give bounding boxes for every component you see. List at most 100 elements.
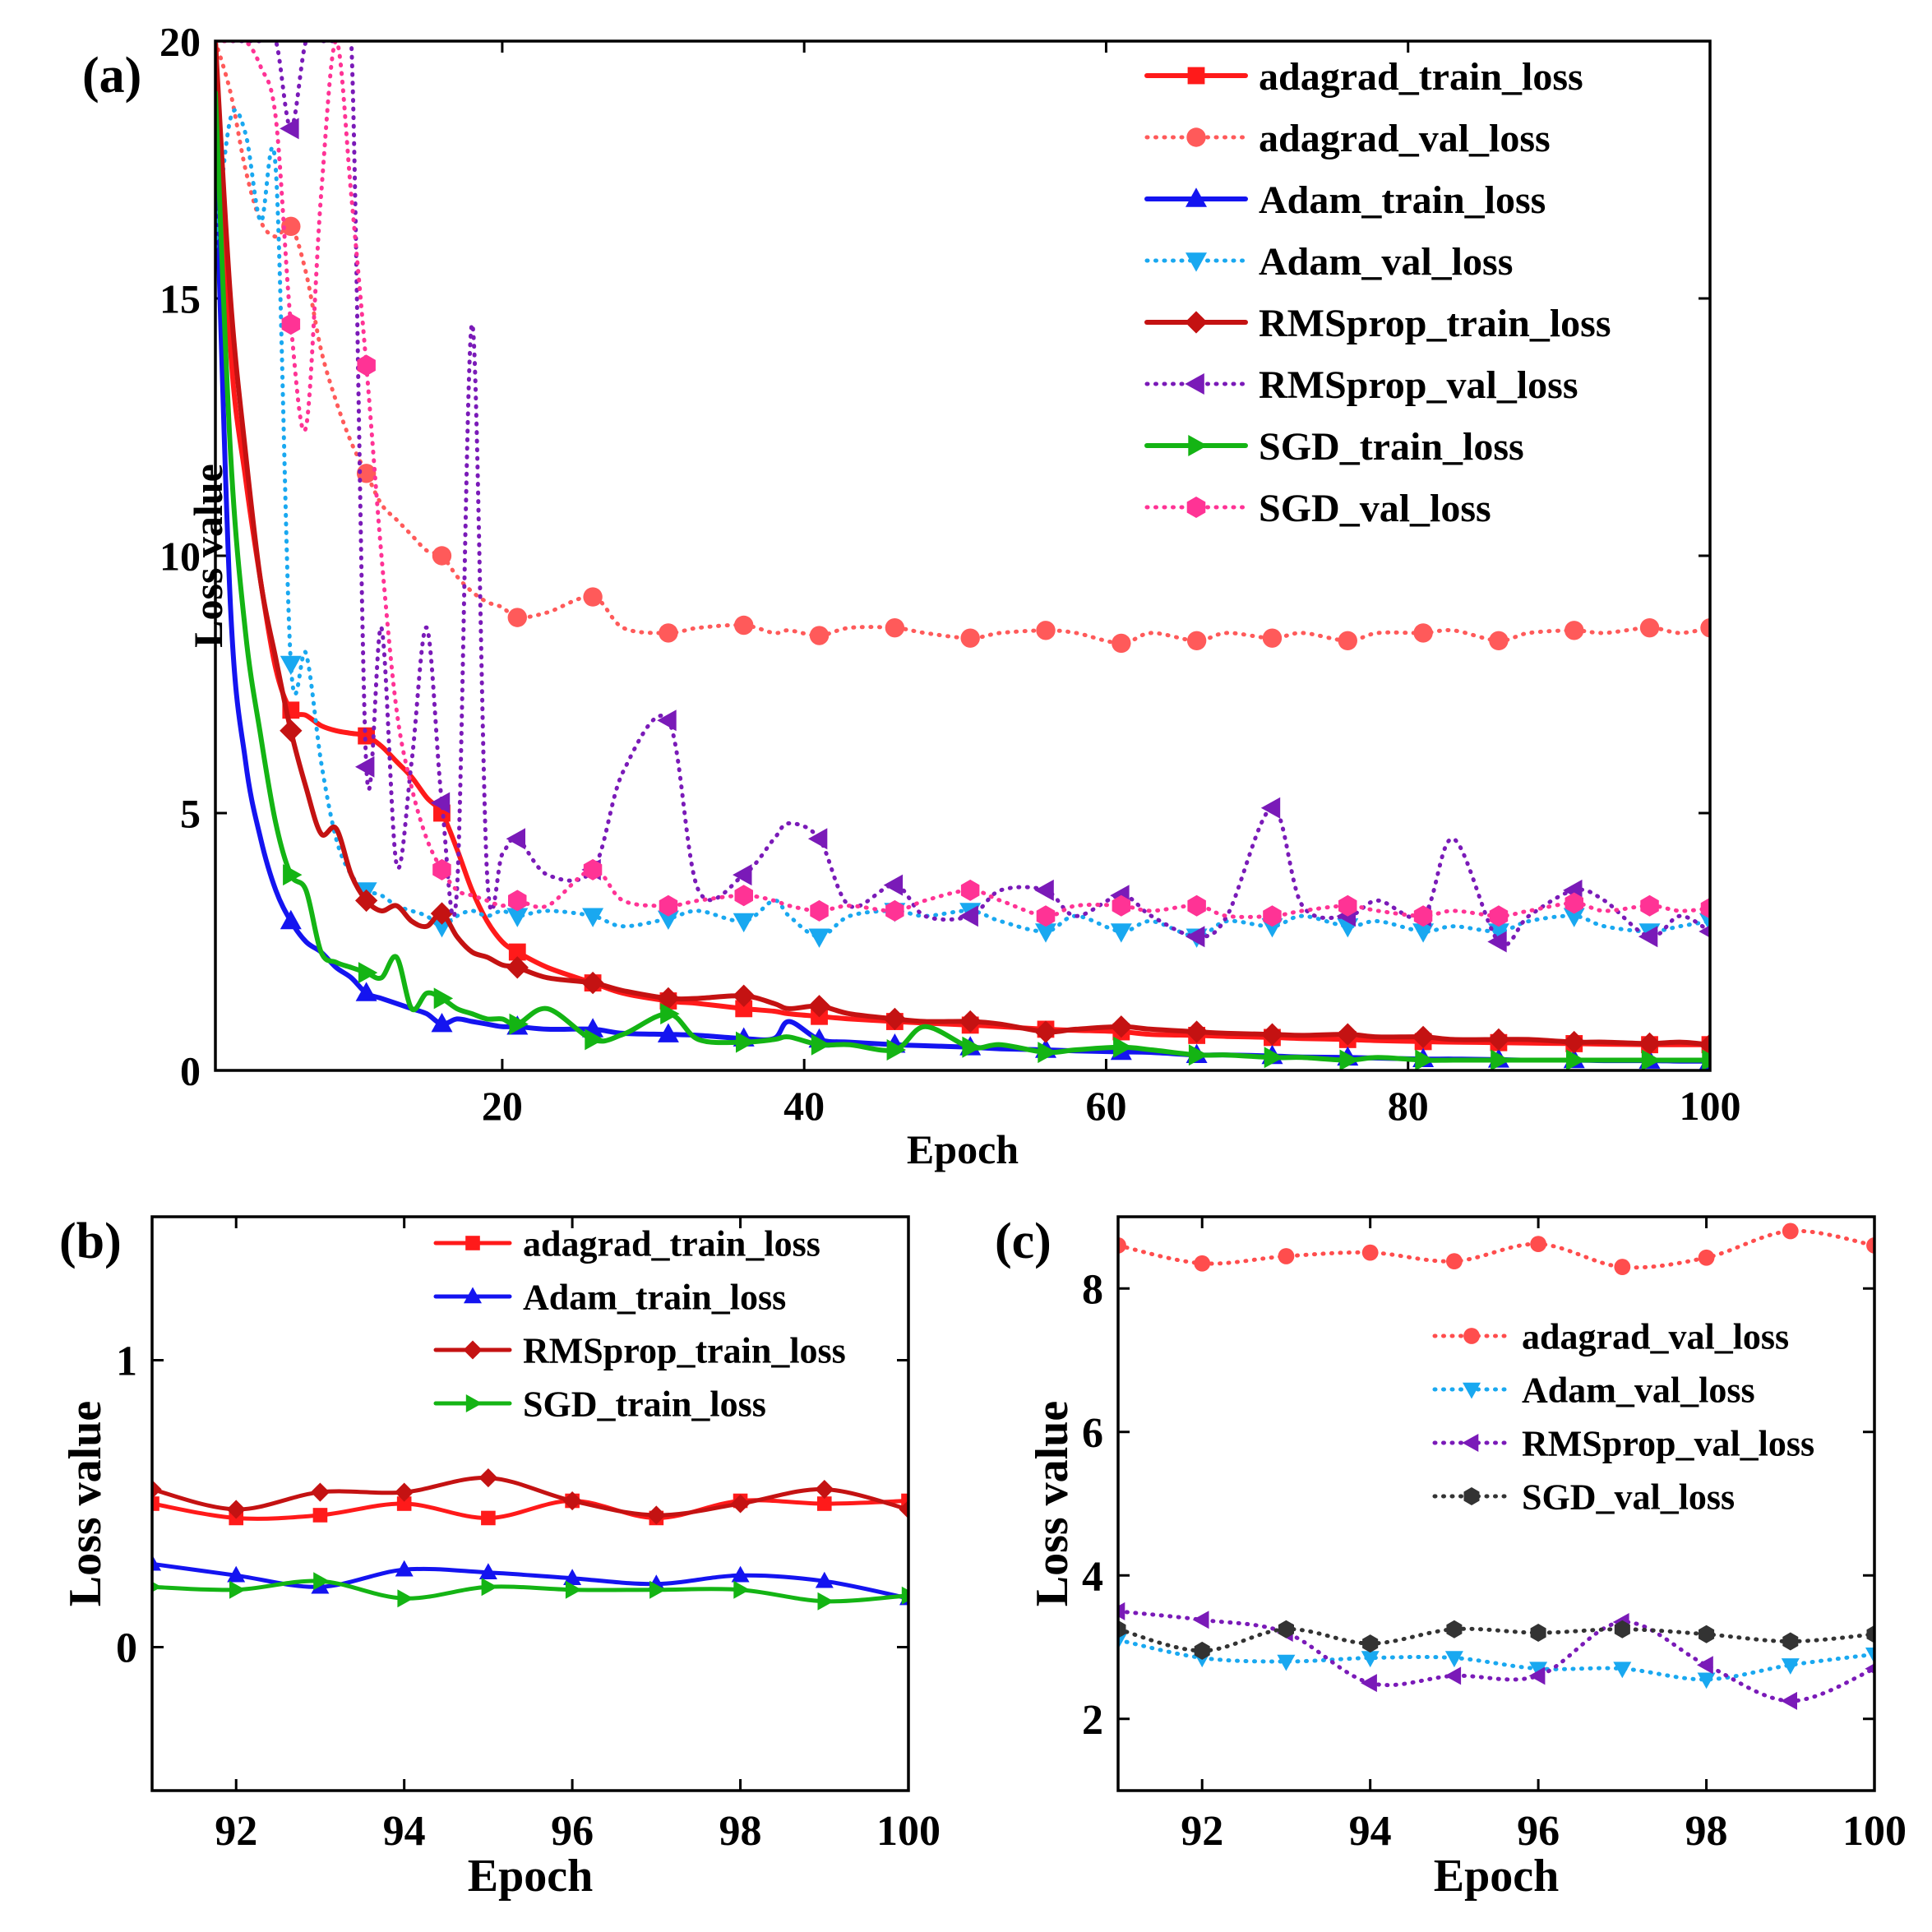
series-rmsprop-train-loss-point bbox=[731, 1494, 751, 1514]
series-adagrad-val-loss-point bbox=[960, 628, 980, 648]
x-tick-label: 40 bbox=[783, 1083, 825, 1129]
y-tick-label: 0 bbox=[180, 1048, 201, 1094]
legend-label: Adam_train_loss bbox=[1259, 178, 1546, 222]
legend-marker bbox=[1188, 435, 1208, 456]
series-rmsprop-train-loss-point bbox=[657, 987, 680, 1010]
series-rmsprop-train-loss-point bbox=[1186, 1020, 1209, 1043]
series-rmsprop-train-loss-point bbox=[562, 1491, 582, 1511]
series-adagrad-val-loss-point bbox=[281, 216, 301, 237]
series-rmsprop-val-loss-point bbox=[1361, 1674, 1377, 1693]
series-sgd-train-loss-point bbox=[1113, 1036, 1133, 1058]
legend-label: adagrad_val_loss bbox=[1522, 1316, 1789, 1357]
x-tick-label: 100 bbox=[876, 1808, 941, 1855]
legend-item: Adam_train_loss bbox=[1144, 178, 1546, 222]
series-rmsprop-train-loss-point bbox=[506, 956, 529, 979]
series-rmsprop-train-loss-point bbox=[1034, 1020, 1057, 1043]
series-rmsprop-val-loss-point bbox=[1260, 797, 1281, 819]
series-adagrad-val-loss-point bbox=[1700, 617, 1710, 638]
legend-item: SGD_val_loss bbox=[1432, 1477, 1735, 1517]
series-rmsprop-train-loss-point bbox=[1260, 1023, 1284, 1046]
series-sgd-val-loss-point bbox=[960, 879, 980, 901]
series-rmsprop-val-loss-point bbox=[959, 905, 978, 927]
legend-label: SGD_val_loss bbox=[1259, 487, 1491, 530]
series-sgd-train-loss-point bbox=[1491, 1049, 1510, 1070]
series-adam-train-loss-point bbox=[395, 1560, 414, 1577]
legend: adagrad_train_loss Adam_train_loss RMSprop… bbox=[433, 1223, 846, 1424]
series-rmsprop-train-loss-point bbox=[355, 889, 378, 913]
plot-area bbox=[1118, 1223, 1874, 1710]
series-rmsprop-train-loss-line bbox=[215, 41, 1710, 1047]
series-sgd-val-loss-point bbox=[1782, 1632, 1799, 1651]
series-adagrad-train-loss-line bbox=[152, 1498, 908, 1521]
series-adam-val-loss-point bbox=[280, 655, 302, 676]
y-tick-label: 2 bbox=[1082, 1697, 1103, 1744]
legend-marker bbox=[1186, 497, 1206, 518]
series-adagrad-val-loss-point bbox=[1445, 1253, 1463, 1269]
y-tick-label: 5 bbox=[180, 791, 201, 837]
series-adam-val-loss-point bbox=[1563, 908, 1585, 927]
series-sgd-train-loss-point bbox=[736, 1031, 756, 1053]
series-adagrad-train-loss-point bbox=[152, 1496, 159, 1511]
series-sgd-val-loss-point bbox=[1194, 1641, 1210, 1660]
series-rmsprop-train-loss-point bbox=[1487, 1028, 1510, 1052]
series-adam-val-loss-point bbox=[506, 908, 529, 927]
series-sgd-train-loss-point bbox=[397, 1589, 414, 1608]
panel-c: 92 94 96 98 100 2 4 6 8 Epoch Loss value (c) adagrad… bbox=[995, 1213, 1907, 1902]
series-sgd-val-loss-point bbox=[810, 899, 829, 922]
legend-label: adagrad_train_loss bbox=[1259, 55, 1583, 99]
series-adagrad-train-loss-point bbox=[816, 1496, 832, 1511]
legend-label: RMSprop_train_loss bbox=[1259, 302, 1611, 345]
x-axis-title: Epoch bbox=[468, 1851, 594, 1902]
series-rmsprop-train-loss-point bbox=[310, 1482, 330, 1502]
legend-marker bbox=[463, 1340, 483, 1360]
legend-marker bbox=[1185, 373, 1204, 395]
legend-marker bbox=[1463, 1328, 1480, 1344]
legend-marker bbox=[464, 1287, 482, 1304]
legend-marker bbox=[1186, 252, 1207, 272]
x-tick-label: 92 bbox=[1181, 1808, 1223, 1855]
series-sgd-train-loss-point bbox=[733, 1580, 751, 1599]
x-tick-label: 92 bbox=[215, 1808, 257, 1855]
series-sgd-val-loss-point bbox=[1278, 1620, 1294, 1639]
series-sgd-val-loss-point bbox=[1565, 892, 1583, 914]
series-sgd-train-loss-point bbox=[660, 1003, 680, 1025]
series-sgd-val-loss-point bbox=[1530, 1624, 1546, 1642]
legend-item: Adam_val_loss bbox=[1432, 1370, 1755, 1410]
series-adam-val-loss-point bbox=[733, 913, 755, 933]
series-rmsprop-train-loss-point bbox=[430, 902, 454, 925]
series-adagrad-val-loss-point bbox=[1036, 621, 1056, 640]
y-tick-label: 10 bbox=[159, 534, 201, 580]
series-adam-val-loss-point bbox=[1487, 923, 1509, 943]
series-sgd-val-loss-line bbox=[1118, 1626, 1874, 1653]
series-rmsprop-train-loss-point bbox=[815, 1480, 834, 1500]
series-sgd-train-loss-point bbox=[152, 1581, 162, 1592]
series-adagrad-val-loss-point bbox=[1361, 1244, 1379, 1261]
series-sgd-train-loss-point bbox=[817, 1592, 834, 1611]
x-tick-label: 96 bbox=[551, 1808, 594, 1855]
series-rmsprop-val-loss-point bbox=[1186, 926, 1205, 948]
legend-label: Adam_val_loss bbox=[1259, 240, 1513, 284]
series-adagrad-val-loss-point bbox=[659, 623, 678, 643]
legend-item: adagrad_train_loss bbox=[1144, 55, 1583, 99]
series-sgd-train-loss-point bbox=[358, 962, 378, 984]
legend-item: RMSprop_train_loss bbox=[1144, 302, 1611, 345]
series-rmsprop-train-loss-point bbox=[899, 1500, 908, 1519]
legend-item: RMSprop_train_loss bbox=[433, 1330, 846, 1370]
series-rmsprop-train-loss-line bbox=[152, 1476, 908, 1518]
series-rmsprop-train-loss-point bbox=[226, 1500, 246, 1519]
series-sgd-val-loss-point bbox=[508, 890, 527, 912]
series-adagrad-train-loss-point bbox=[396, 1496, 412, 1511]
series-adagrad-val-loss-point bbox=[1565, 621, 1584, 640]
series-rmsprop-train-loss-point bbox=[1563, 1030, 1586, 1054]
series-adagrad-val-loss-point bbox=[1866, 1237, 1874, 1254]
y-axis-title: Loss value bbox=[60, 1401, 111, 1607]
series-adam-val-loss-point bbox=[1529, 1662, 1548, 1679]
series-sgd-val-loss-point bbox=[1036, 905, 1056, 927]
series-sgd-train-loss-point bbox=[649, 1580, 666, 1599]
series-sgd-train-loss-point bbox=[1188, 1044, 1209, 1066]
series-rmsprop-val-loss-point bbox=[733, 864, 752, 886]
series-rmsprop-val-loss-point bbox=[1487, 931, 1507, 953]
series-rmsprop-val-loss-point bbox=[1034, 879, 1054, 901]
series-sgd-train-loss-point bbox=[901, 1586, 908, 1605]
legend-label: adagrad_train_loss bbox=[523, 1223, 820, 1264]
